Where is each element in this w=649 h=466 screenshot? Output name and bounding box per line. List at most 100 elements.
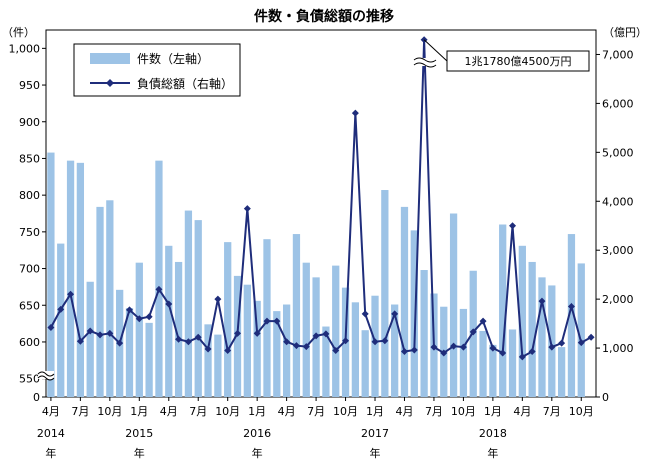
bar	[538, 277, 546, 397]
bar	[528, 261, 536, 397]
bar	[459, 308, 468, 397]
annotation-text: 1兆1780億4500万円	[465, 55, 572, 68]
right-axis: 0 1,000 2,000 3,000 4,000 5,000 6,000 7,000	[596, 48, 634, 404]
line-point	[548, 343, 556, 351]
bar	[577, 263, 585, 397]
bar	[332, 265, 340, 397]
bar	[322, 326, 330, 397]
bar	[567, 234, 576, 397]
annotation-leader	[423, 39, 448, 62]
line-point	[361, 310, 369, 318]
x-tick-label: 7月	[307, 405, 325, 418]
bar	[76, 162, 85, 397]
line-point	[57, 305, 65, 313]
left-tick-label: 800	[19, 189, 40, 202]
bar	[106, 200, 114, 397]
line-point	[165, 300, 173, 308]
x-tick-label: 10月	[451, 405, 476, 418]
line-series	[47, 36, 595, 361]
line-point	[145, 313, 153, 321]
bar	[371, 295, 379, 397]
bar	[361, 330, 369, 397]
legend-swatch-bar	[90, 53, 130, 64]
line-point	[391, 310, 399, 318]
bar	[243, 284, 251, 397]
line-point	[234, 329, 242, 337]
right-tick-label: 5,000	[602, 146, 634, 159]
bar	[253, 300, 261, 397]
bar	[57, 243, 65, 397]
line-point	[410, 346, 418, 354]
x-year-suffix: 年	[370, 446, 381, 460]
line-point	[312, 332, 320, 340]
left-tick-label: 1,000	[9, 42, 41, 55]
line-point	[499, 349, 507, 357]
bar	[174, 261, 183, 397]
line-point	[283, 338, 291, 346]
bar	[391, 304, 399, 397]
bar	[292, 234, 301, 397]
x-tick-label: 7月	[543, 405, 561, 418]
line-point	[135, 315, 143, 323]
right-tick-label: 1,000	[602, 342, 634, 355]
bar	[508, 329, 517, 397]
x-year-label: 2014	[37, 427, 65, 440]
line-break-mark	[413, 57, 437, 68]
left-tick-label: 900	[19, 116, 40, 129]
bar	[410, 230, 418, 397]
bar	[381, 190, 389, 397]
left-tick-label: 750	[19, 226, 40, 239]
line-point	[577, 339, 585, 347]
line-point	[351, 109, 359, 117]
line-point	[47, 324, 55, 332]
annotation-box	[446, 50, 590, 72]
legend: 件数（左軸） 負債総額（右軸）	[73, 43, 241, 97]
line-point	[292, 342, 300, 350]
left-tick-label: 950	[19, 79, 40, 92]
line-point	[342, 337, 350, 345]
bar	[557, 347, 566, 397]
line-point	[214, 295, 222, 303]
x-tick-label: 4月	[395, 405, 413, 418]
bar	[135, 262, 143, 397]
line-point	[116, 339, 124, 347]
bar	[449, 213, 458, 397]
line-point	[76, 337, 84, 345]
left-tick-label: 550	[19, 373, 40, 386]
line-point	[332, 347, 340, 355]
line-point	[106, 329, 114, 337]
line-point	[489, 344, 497, 352]
line-point	[400, 347, 408, 355]
x-year-suffix: 年	[45, 446, 56, 460]
bar	[302, 262, 310, 397]
bar	[548, 285, 556, 397]
x-axis: 4月 7月 10月 1月 4月 7月 10月 1月 4月 7月 10月 1月 4月 7月 10月 1月 4月 7月…	[37, 397, 594, 460]
line-point	[86, 327, 94, 335]
x-year-label: 2017	[361, 427, 389, 440]
bar	[499, 224, 507, 397]
left-axis-break	[37, 371, 55, 381]
right-tick-label: 2,000	[602, 293, 634, 306]
line-point	[243, 205, 251, 213]
bar	[86, 281, 94, 397]
line-point	[518, 353, 526, 361]
line-point	[67, 290, 75, 298]
right-axis-unit: （億円）	[603, 26, 647, 39]
line-point	[567, 302, 575, 310]
right-tick-label: 3,000	[602, 244, 634, 257]
x-year-suffix: 年	[487, 446, 498, 460]
x-year-label: 2018	[479, 427, 507, 440]
legend-marker	[106, 79, 114, 87]
left-tick-label: 650	[19, 299, 40, 312]
x-tick-label: 1月	[366, 405, 384, 418]
bar	[66, 160, 75, 397]
bar	[125, 308, 134, 397]
left-tick-label: 600	[19, 336, 40, 349]
line-point	[125, 306, 133, 314]
bar	[214, 334, 222, 397]
line-point	[538, 297, 546, 305]
left-axis-unit: （件）	[2, 26, 35, 39]
bar	[155, 160, 163, 397]
line-point	[440, 349, 448, 357]
